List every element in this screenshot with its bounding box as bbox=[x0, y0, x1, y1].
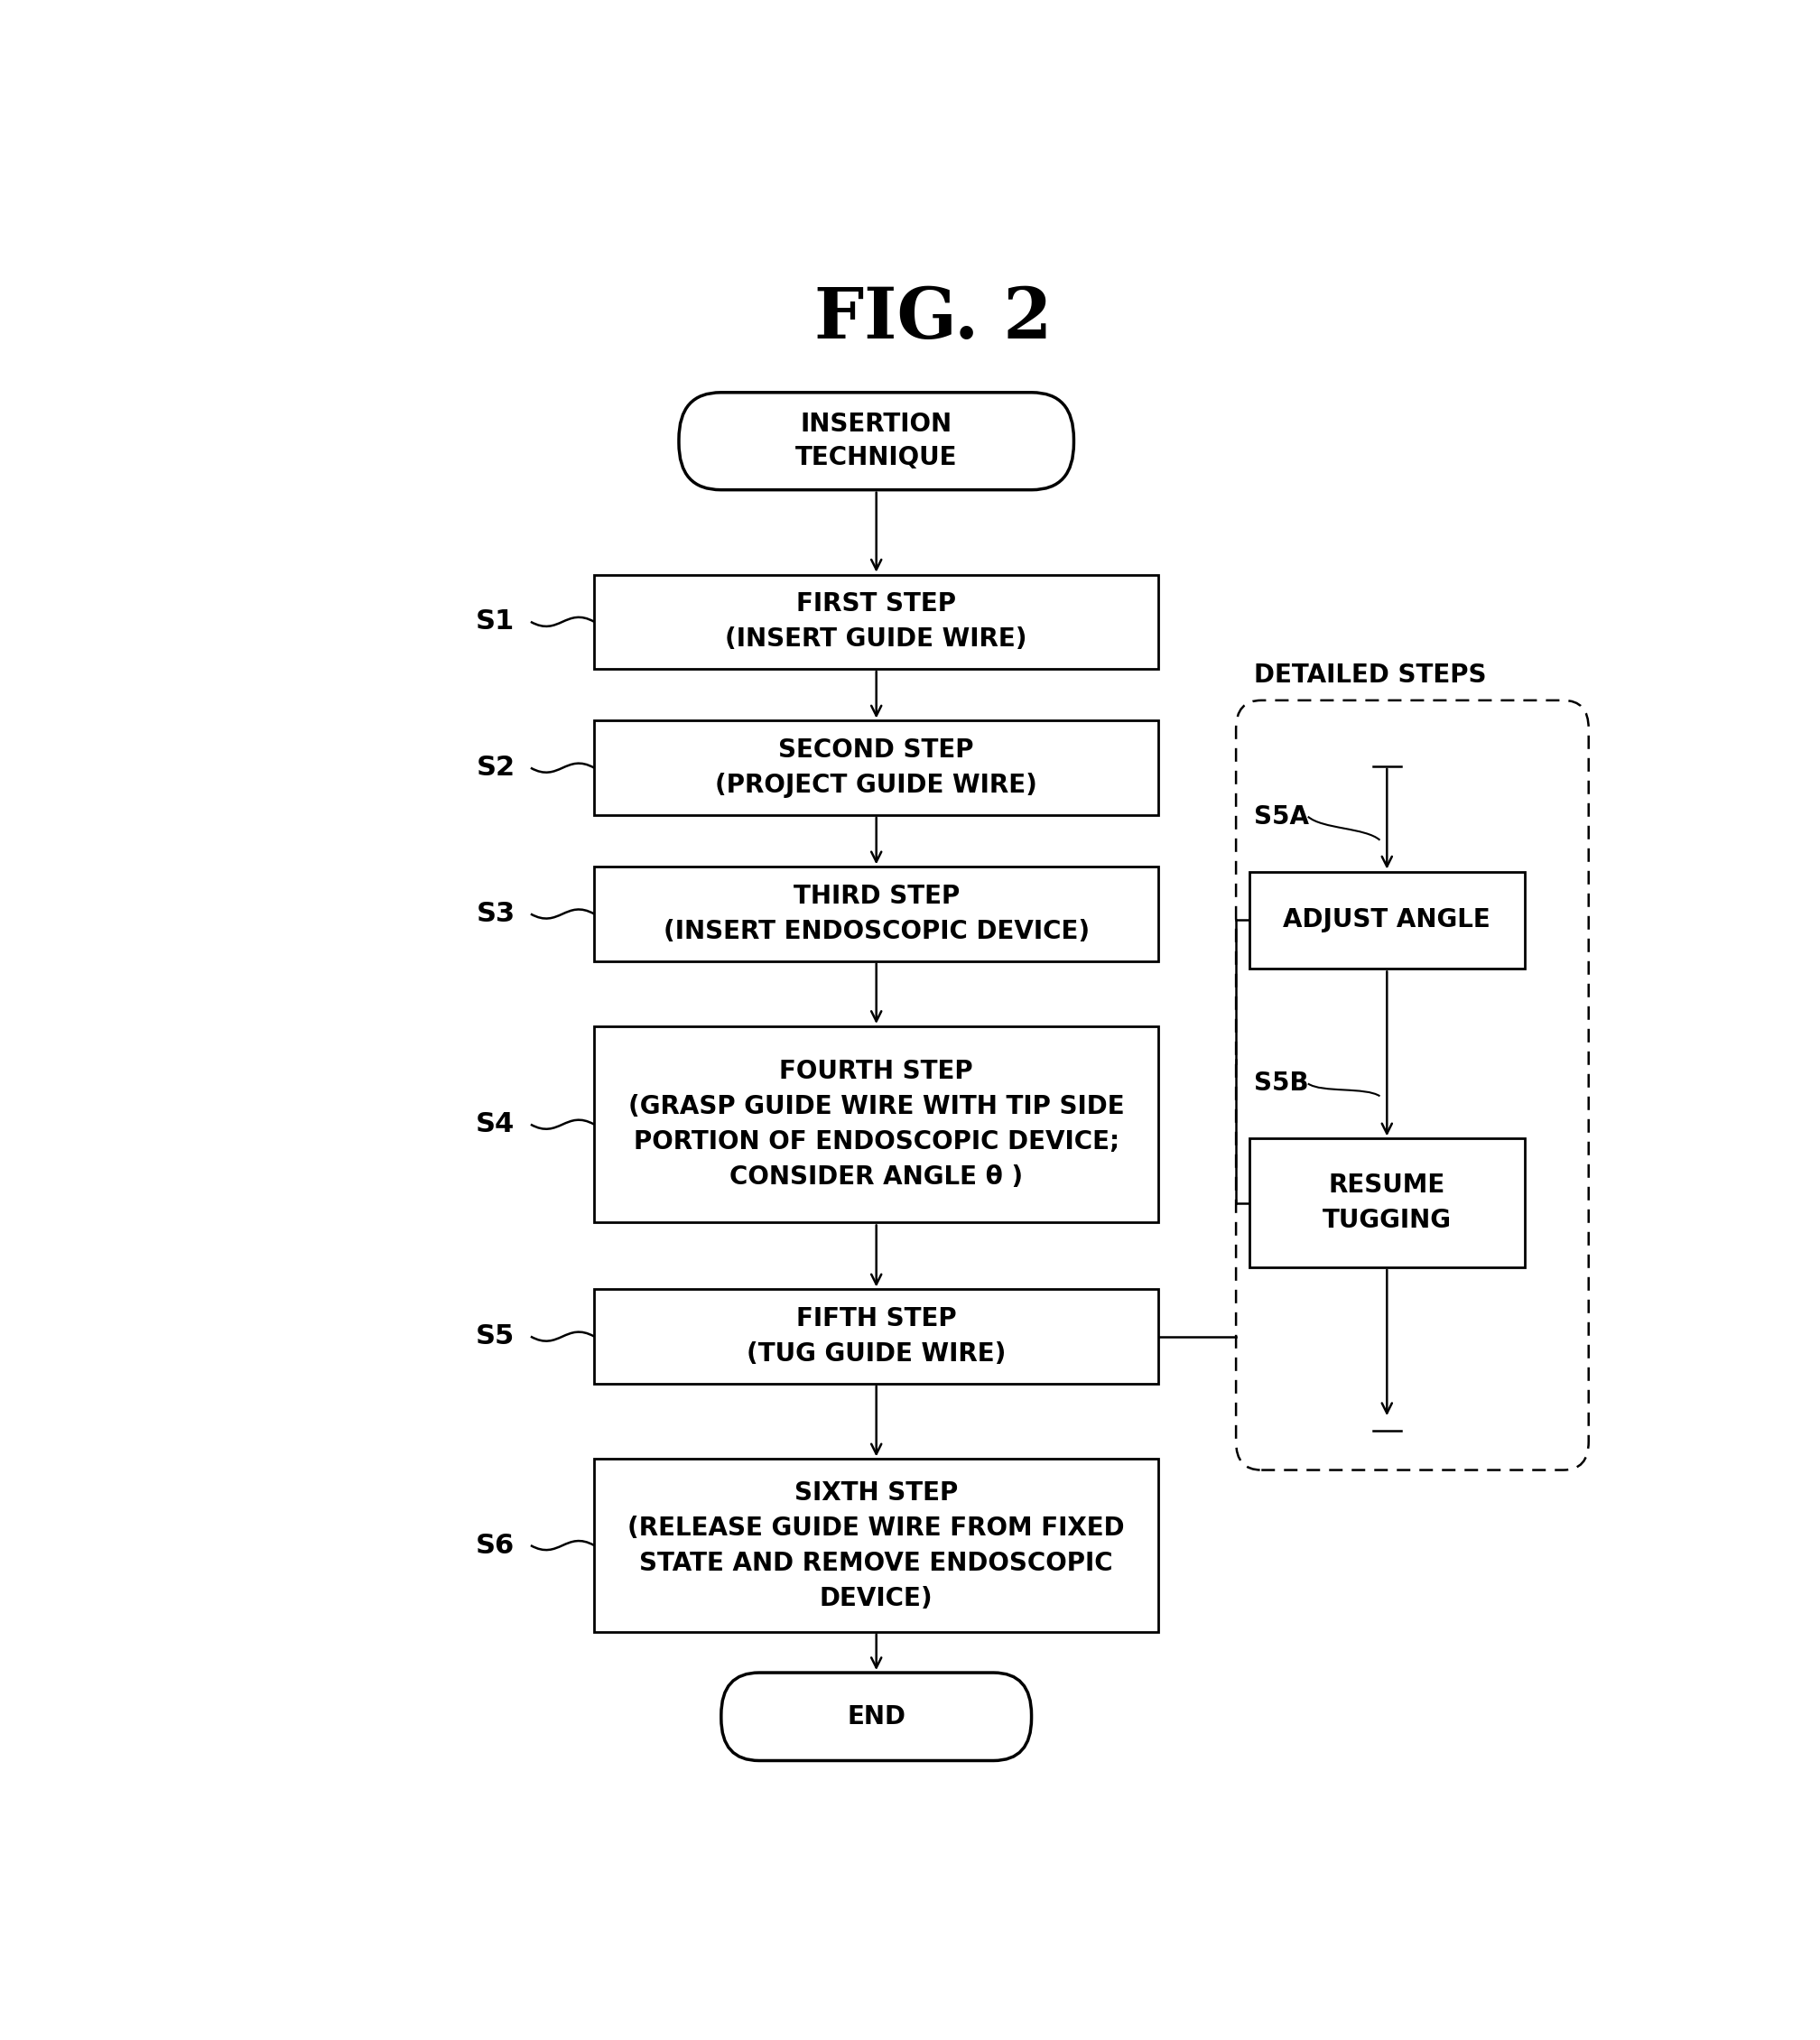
Text: S2: S2 bbox=[477, 755, 515, 781]
FancyBboxPatch shape bbox=[1249, 1138, 1525, 1267]
Text: S1: S1 bbox=[477, 608, 515, 634]
FancyBboxPatch shape bbox=[721, 1673, 1032, 1761]
FancyBboxPatch shape bbox=[593, 720, 1159, 816]
Text: SIXTH STEP
(RELEASE GUIDE WIRE FROM FIXED
STATE AND REMOVE ENDOSCOPIC
DEVICE): SIXTH STEP (RELEASE GUIDE WIRE FROM FIXE… bbox=[628, 1479, 1125, 1612]
Text: INSERTION
TECHNIQUE: INSERTION TECHNIQUE bbox=[795, 412, 957, 471]
FancyBboxPatch shape bbox=[593, 575, 1159, 669]
Text: RESUME
TUGGING: RESUME TUGGING bbox=[1323, 1173, 1452, 1234]
Text: S3: S3 bbox=[477, 902, 515, 926]
FancyBboxPatch shape bbox=[593, 1459, 1159, 1632]
Text: S6: S6 bbox=[477, 1532, 515, 1559]
FancyBboxPatch shape bbox=[593, 867, 1159, 961]
Text: END: END bbox=[846, 1703, 906, 1730]
Text: S4: S4 bbox=[477, 1112, 515, 1138]
Text: FOURTH STEP
(GRASP GUIDE WIRE WITH TIP SIDE
PORTION OF ENDOSCOPIC DEVICE;
CONSID: FOURTH STEP (GRASP GUIDE WIRE WITH TIP S… bbox=[628, 1059, 1125, 1189]
Text: S5B: S5B bbox=[1254, 1071, 1309, 1095]
FancyBboxPatch shape bbox=[593, 1026, 1159, 1222]
FancyBboxPatch shape bbox=[679, 392, 1074, 490]
FancyBboxPatch shape bbox=[593, 1289, 1159, 1383]
Text: THIRD STEP
(INSERT ENDOSCOPIC DEVICE): THIRD STEP (INSERT ENDOSCOPIC DEVICE) bbox=[662, 883, 1090, 945]
Text: FIG. 2: FIG. 2 bbox=[814, 284, 1052, 353]
Text: FIRST STEP
(INSERT GUIDE WIRE): FIRST STEP (INSERT GUIDE WIRE) bbox=[726, 592, 1026, 653]
Text: DETAILED STEPS: DETAILED STEPS bbox=[1254, 663, 1487, 687]
Text: ADJUST ANGLE: ADJUST ANGLE bbox=[1283, 908, 1491, 932]
Text: FIFTH STEP
(TUG GUIDE WIRE): FIFTH STEP (TUG GUIDE WIRE) bbox=[746, 1306, 1006, 1367]
Text: S5A: S5A bbox=[1254, 804, 1309, 828]
FancyBboxPatch shape bbox=[1249, 871, 1525, 969]
Text: SECOND STEP
(PROJECT GUIDE WIRE): SECOND STEP (PROJECT GUIDE WIRE) bbox=[715, 738, 1037, 798]
Text: S5: S5 bbox=[477, 1324, 515, 1350]
FancyBboxPatch shape bbox=[1236, 700, 1589, 1471]
